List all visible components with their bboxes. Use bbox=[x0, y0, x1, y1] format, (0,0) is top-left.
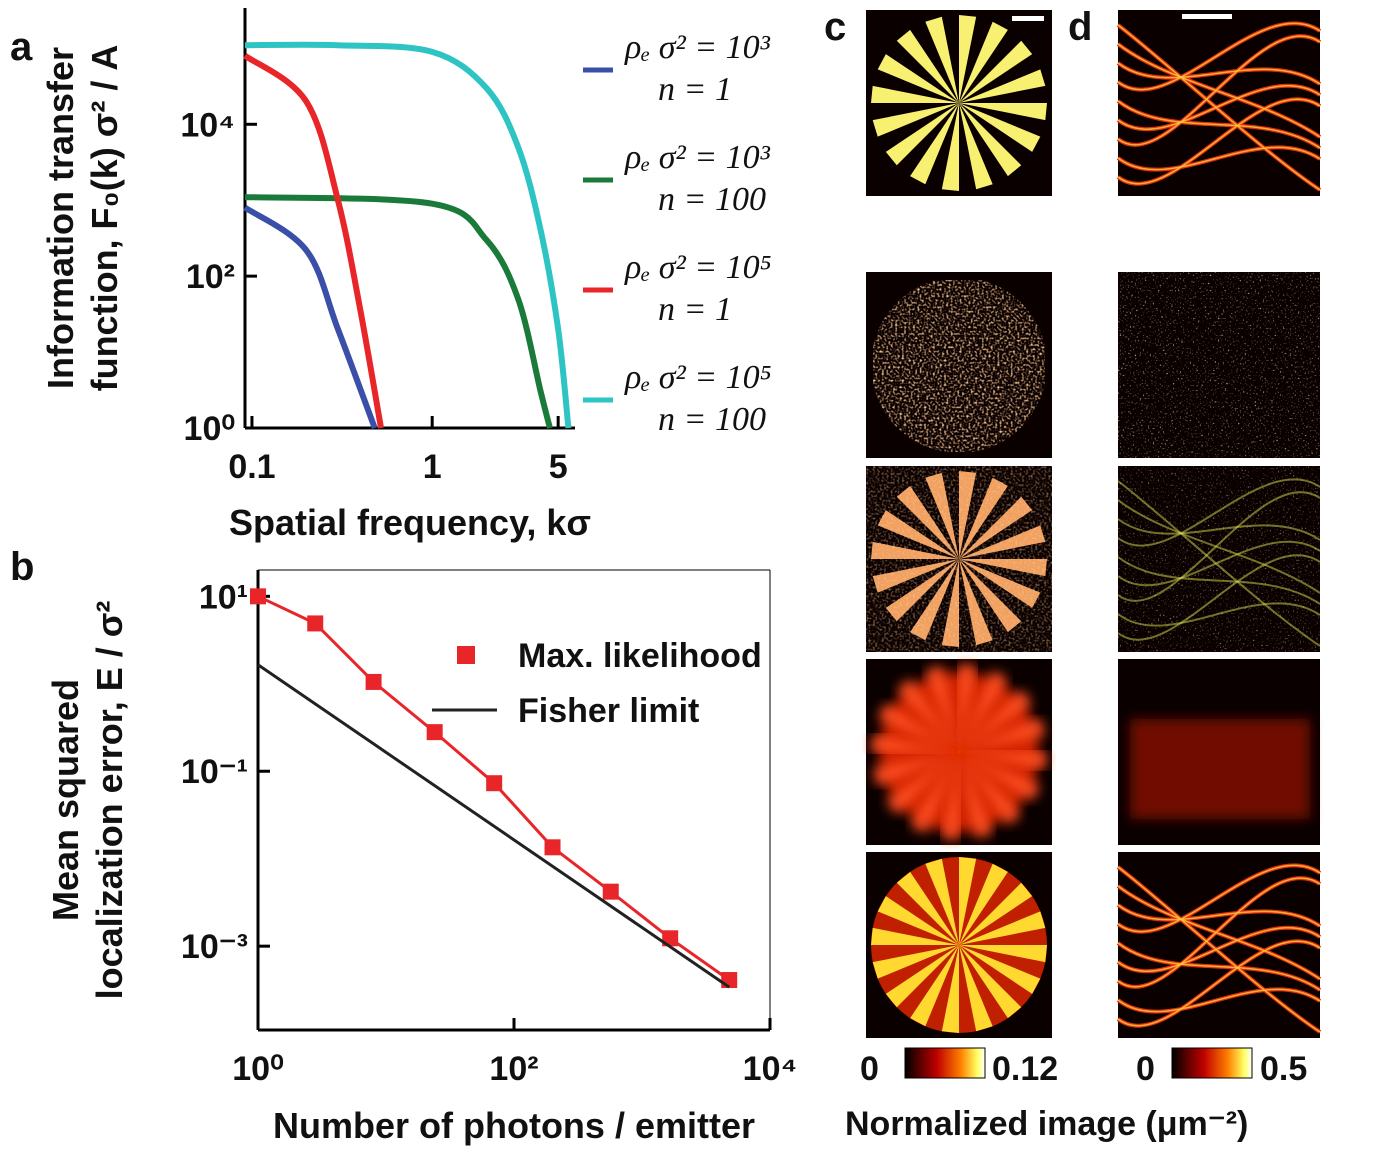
marker bbox=[250, 588, 266, 604]
x-tick-label: 1 bbox=[423, 448, 442, 486]
y-tick-label: 10¹ bbox=[199, 578, 248, 616]
marker bbox=[603, 884, 619, 900]
noise bbox=[873, 280, 1045, 452]
marker bbox=[427, 724, 443, 740]
x-tick-label: 0.1 bbox=[228, 448, 275, 486]
panel-label: d bbox=[1068, 5, 1092, 49]
legend-swatch bbox=[457, 646, 475, 664]
image-panels bbox=[866, 10, 1320, 1038]
legend-label: Max. likelihood bbox=[518, 637, 762, 675]
series-line bbox=[245, 56, 381, 428]
y-tick-label: 10⁴ bbox=[180, 106, 235, 144]
colorbar-max: 0.5 bbox=[1260, 1050, 1307, 1088]
scale-bar bbox=[1012, 16, 1044, 21]
panel-label: b bbox=[10, 545, 34, 589]
scale-bar bbox=[1182, 14, 1232, 19]
noise bbox=[866, 466, 1052, 652]
colorbar bbox=[1172, 1048, 1252, 1078]
marker bbox=[307, 615, 323, 631]
colorbar bbox=[905, 1048, 985, 1078]
x-tick-label: 10² bbox=[489, 1050, 538, 1088]
colorbar-min: 0 bbox=[1136, 1050, 1155, 1088]
figure: a b c d 0 0.12 0 0.5 Normalized image (μ… bbox=[0, 0, 1375, 1151]
x-tick-label: 10⁴ bbox=[743, 1050, 798, 1088]
y-tick-label: 10⁰ bbox=[184, 410, 235, 448]
colorbar-max: 0.12 bbox=[992, 1050, 1058, 1088]
colorbar-min: 0 bbox=[860, 1050, 879, 1088]
y-tick-label: 10⁻¹ bbox=[181, 753, 248, 791]
marker bbox=[545, 839, 561, 855]
x-axis-label: Spatial frequency, kσ bbox=[229, 502, 591, 543]
x-axis-label: Number of photons / emitter bbox=[273, 1105, 755, 1146]
haze bbox=[1130, 719, 1310, 819]
series-line bbox=[245, 208, 375, 428]
legend-label: Fisher limit bbox=[518, 692, 699, 730]
x-tick-label: 5 bbox=[549, 448, 568, 486]
x-tick-label: 10⁰ bbox=[232, 1050, 283, 1088]
caption: Normalized image (μm⁻²) bbox=[845, 1105, 1248, 1143]
panel-label: c bbox=[824, 5, 846, 49]
marker bbox=[366, 674, 382, 690]
y-axis-label: Mean squaredlocalization error, E / σ² bbox=[45, 601, 130, 1000]
y-tick-label: 10⁻³ bbox=[181, 928, 248, 966]
y-tick-label: 10² bbox=[186, 258, 235, 296]
noise bbox=[1118, 272, 1320, 458]
panel-label: a bbox=[10, 25, 33, 69]
y-axis-label: Information transferfunction, F₀(k) σ² /… bbox=[40, 45, 125, 392]
marker bbox=[486, 775, 502, 791]
